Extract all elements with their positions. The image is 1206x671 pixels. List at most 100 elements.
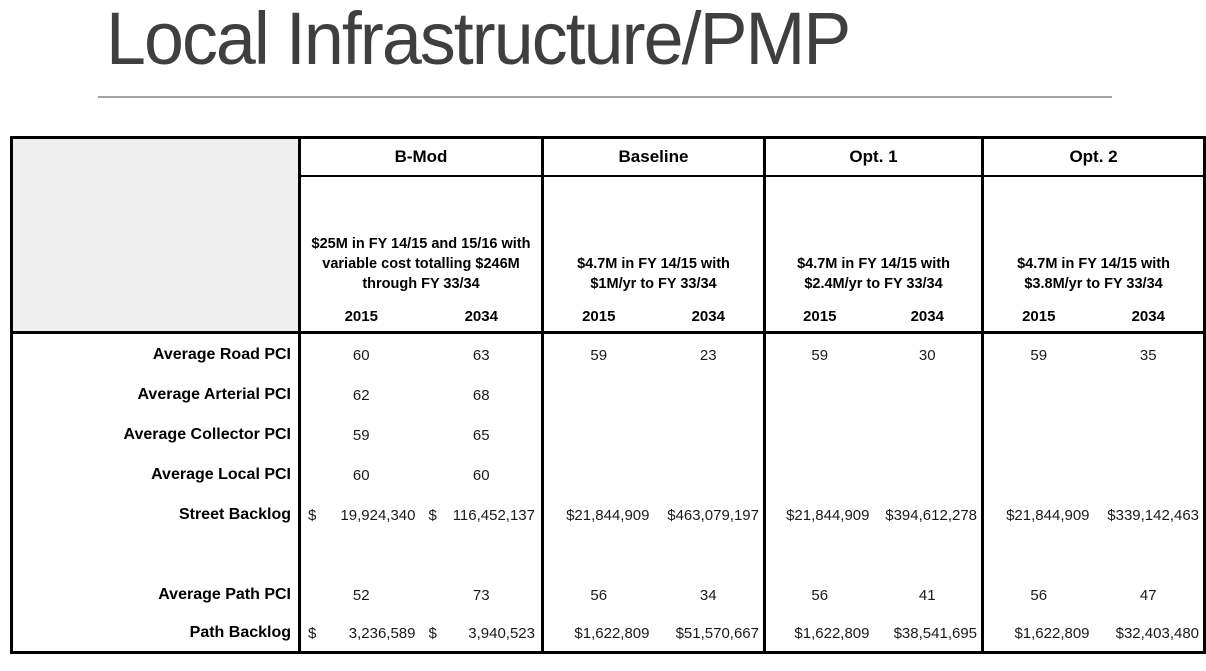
empty-cell	[981, 412, 1094, 453]
table-body: Average Road PCI 60 63 59 23 59 30 59 35 Average …	[11, 332, 1205, 653]
empty-cell	[654, 413, 765, 453]
currency-symbol: $	[308, 625, 317, 642]
row-label: Average Path PCI	[11, 572, 301, 613]
row-label	[11, 532, 301, 573]
money-value: $1,622,809	[763, 612, 874, 653]
year-label: 2034	[421, 299, 543, 334]
pci-value: 52	[352, 586, 370, 604]
pci-value: 56	[763, 572, 874, 613]
empty-cell	[1094, 533, 1205, 573]
currency-symbol: $	[428, 506, 437, 524]
money-value: $1,622,809	[981, 612, 1094, 653]
pci-value: 59	[981, 332, 1094, 373]
year-label: 2015	[298, 299, 422, 334]
empty-cell	[300, 533, 422, 573]
pci-value: 73	[472, 586, 490, 604]
money-value: $32,403,480	[1115, 625, 1200, 642]
empty-cell	[981, 372, 1094, 413]
table-row: Street Backlog $19,924,340 $116,452,137 $21…	[11, 492, 1205, 533]
column-header-baseline: Baseline	[541, 137, 765, 177]
money-value: $3,940,523	[422, 613, 543, 653]
currency-symbol: $	[428, 625, 437, 642]
year-label: 2034	[873, 299, 983, 334]
empty-cell	[763, 372, 874, 413]
header-description-row: $25M in FY 14/15 and 15/16 with variable…	[12, 175, 1205, 300]
empty-cell	[1094, 413, 1205, 453]
row-label: Street Backlog	[11, 492, 301, 533]
row-label: Path Backlog	[11, 612, 301, 653]
year-label: 2034	[653, 299, 765, 334]
pci-value: 60	[472, 466, 490, 484]
table-row: Average Path PCI 52 73 56 34 56 41 56 47	[11, 572, 1205, 613]
money-value: $21,844,909	[981, 492, 1094, 533]
money-value: $1,622,809	[541, 612, 654, 653]
column-header-opt2: Opt. 2	[981, 137, 1205, 177]
row-label: Average Arterial PCI	[11, 372, 301, 413]
empty-cell	[654, 453, 765, 493]
pci-value: 65	[472, 426, 490, 444]
table-row: Average Arterial PCI 62 68	[11, 372, 1205, 413]
empty-cell	[541, 532, 654, 573]
pci-value: 56	[541, 572, 654, 613]
column-desc-opt1: $4.7M in FY 14/15 with $2.4M/yr to FY 33…	[762, 175, 983, 300]
year-label: 2015	[981, 299, 1094, 334]
empty-cell	[763, 452, 874, 493]
scenario-comparison-table: B-Mod Baseline Opt. 1 Opt. 2 $25M in FY …	[10, 136, 1206, 654]
money-amount: 116,452,137	[452, 506, 535, 524]
title-underline	[98, 96, 1112, 98]
pci-value: 56	[981, 572, 1094, 613]
pci-value: 63	[472, 346, 490, 364]
row-label: Average Collector PCI	[11, 412, 301, 453]
money-value: $116,452,137	[422, 493, 543, 533]
year-label: 2034	[1093, 299, 1205, 334]
empty-cell	[654, 373, 765, 413]
pci-value: 41	[918, 586, 936, 604]
pci-value: 68	[472, 386, 490, 404]
pci-value: 34	[699, 586, 717, 604]
table-row	[11, 532, 1205, 573]
empty-cell	[763, 412, 874, 453]
pci-value: 23	[699, 346, 717, 364]
empty-cell	[541, 452, 654, 493]
pci-value: 62	[352, 386, 370, 404]
empty-cell	[763, 532, 874, 573]
pci-value: 59	[352, 426, 370, 444]
header-name-row: B-Mod Baseline Opt. 1 Opt. 2	[11, 137, 1205, 334]
empty-cell	[874, 533, 983, 573]
empty-cell	[654, 533, 765, 573]
money-value: $463,079,197	[667, 506, 759, 524]
money-amount: 3,940,523	[468, 625, 535, 642]
column-header-bmod: B-Mod	[298, 137, 543, 177]
empty-cell	[874, 413, 983, 453]
empty-cell	[541, 372, 654, 413]
empty-cell	[981, 452, 1094, 493]
column-desc-opt2: $4.7M in FY 14/15 with $3.8M/yr to FY 33…	[981, 175, 1205, 300]
money-amount: 19,924,340	[340, 506, 416, 524]
empty-cell	[541, 412, 654, 453]
page-title: Local Infrastructure/PMP	[106, 0, 851, 80]
column-desc-baseline: $4.7M in FY 14/15 with $1M/yr to FY 33/3…	[541, 175, 765, 300]
pci-value: 35	[1139, 346, 1157, 364]
empty-cell	[981, 532, 1094, 573]
empty-cell	[1094, 453, 1205, 493]
money-value: $3,236,589	[300, 613, 422, 653]
pci-value: 60	[352, 346, 370, 364]
empty-cell	[422, 533, 543, 573]
pci-value: 30	[918, 346, 936, 364]
pci-value: 47	[1139, 586, 1157, 604]
pci-value: 59	[541, 332, 654, 373]
money-value: $19,924,340	[300, 493, 422, 533]
header-year-row: 2015 2034 2015 2034 2015 2034 2015 2034	[12, 299, 1205, 334]
corner-cell	[11, 137, 301, 334]
row-label: Average Local PCI	[11, 452, 301, 493]
empty-cell	[874, 373, 983, 413]
pci-value: 59	[763, 332, 874, 373]
table-row: Average Collector PCI 59 65	[11, 412, 1205, 453]
empty-cell	[1094, 373, 1205, 413]
table-row: Path Backlog $3,236,589 $3,940,523 $1,622,8…	[11, 612, 1205, 653]
money-value: $38,541,695	[893, 625, 978, 642]
year-label: 2015	[763, 299, 874, 334]
money-value: $21,844,909	[763, 492, 874, 533]
money-value: $394,612,278	[885, 506, 978, 524]
table-row: Average Local PCI 60 60	[11, 452, 1205, 493]
